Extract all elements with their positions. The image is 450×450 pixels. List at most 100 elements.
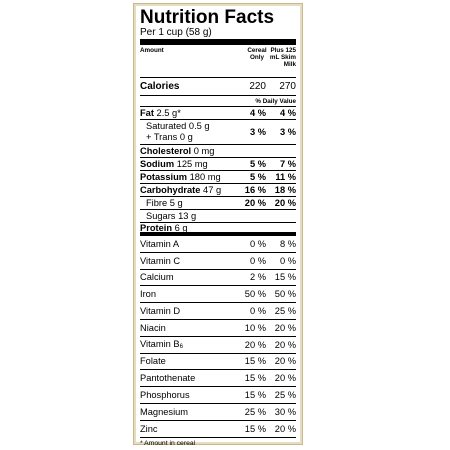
vitamin-row-zinc: Zinc 15 % 20 % — [140, 421, 296, 438]
nutrient-milk-dv: 4 % — [279, 108, 296, 118]
with-milk-header: Plus 125 mL Skim Milk — [269, 47, 296, 68]
cereal-only-header: Cereal Only — [247, 47, 267, 61]
vitamin-row-phosphorus: Phosphorus 15 % 25 % — [140, 387, 296, 404]
nutrient-name: Carbohydrate — [140, 185, 201, 195]
label-title: Nutrition Facts — [140, 7, 275, 28]
vitamin-cereal-dv: 50 % — [244, 289, 266, 300]
nutrient-amount: 0 mg — [193, 146, 215, 156]
vitamin-milk-dv: 0 % — [279, 255, 296, 266]
amount-header: Amount — [140, 47, 164, 54]
nutrient-amount: 5 g — [169, 198, 183, 208]
nutrient-amount: 47 g — [203, 185, 222, 195]
nutrient-cereal-dv: 5 % — [249, 159, 266, 169]
nutrient-milk-dv: 11 % — [275, 172, 296, 182]
vitamin-row-vitamin-d: Vitamin D 0 % 25 % — [140, 303, 296, 320]
vitamin-name: Niacin — [140, 322, 166, 333]
vitamin-name: Vitamin B — [140, 339, 180, 350]
vitamin-milk-dv: 20 % — [274, 339, 296, 350]
vitamin-name: Zinc — [140, 423, 158, 434]
serving-size: Per 1 cup (58 g) — [140, 27, 296, 45]
vitamin-name: Calcium — [140, 272, 174, 283]
nutrient-row-fat: Fat 2.5 g* 4 % 4 % — [140, 107, 296, 120]
vitamin-name: Vitamin C — [140, 255, 181, 266]
nutrient-name: Sugars — [146, 211, 176, 221]
vitamin-milk-dv: 30 % — [274, 406, 296, 417]
nutrient-milk-dv: 7 % — [279, 159, 296, 169]
nutrient-milk-dv: 3 % — [279, 127, 296, 137]
nutrient-row-protein: Protein 6 g — [140, 223, 296, 236]
vitamin-row-pantothenate: Pantothenate 15 % 20 % — [140, 370, 296, 388]
nutrition-facts-label: Nutrition Facts Per 1 cup (58 g) Amount … — [133, 3, 303, 447]
nutrient-milk-dv: 20 % — [274, 198, 296, 208]
nutrient-row-fibre: Fibre 5 g 20 % 20 % — [140, 197, 296, 210]
nutrient-cereal-dv: 16 % — [244, 185, 266, 195]
vitamin-milk-dv: 20 % — [274, 373, 296, 384]
vitamin-milk-dv: 15 % — [274, 272, 296, 283]
calories-label: Calories — [140, 81, 180, 92]
vitamin-subscript: 6 — [179, 344, 183, 351]
nutrient-row-potassium: Potassium 180 mg 5 % 11 % — [140, 171, 296, 184]
vitamin-name: Iron — [140, 289, 157, 300]
nutrient-name: Cholesterol — [140, 146, 192, 156]
vitamin-row-vitamin-b6: Vitamin B6 20 % 20 % — [140, 337, 296, 354]
nutrient-name: Saturated 0.5 g — [146, 121, 210, 131]
nutrient-row-cholesterol: Cholesterol 0 mg — [140, 145, 296, 158]
vitamin-cereal-dv: 15 % — [244, 390, 266, 401]
vitamin-cereal-dv: 0 % — [249, 238, 266, 249]
vitamin-row-iron: Iron 50 % 50 % — [140, 286, 296, 304]
vitamin-name: Folate — [140, 356, 166, 367]
vitamin-row-calcium: Calcium 2 % 15 % — [140, 270, 296, 287]
nutrient-cereal-dv: 3 % — [249, 127, 266, 137]
nutrient-name: Protein — [140, 222, 173, 233]
nutrient-cereal-dv: 5 % — [249, 172, 266, 182]
vitamin-cereal-dv: 15 % — [244, 423, 266, 434]
nutrient-milk-dv: 18 % — [274, 185, 296, 195]
nutrient-cereal-dv: 20 % — [244, 198, 266, 208]
vitamin-cereal-dv: 0 % — [249, 306, 266, 317]
vitamin-row-vitamin-a: Vitamin A 0 % 8 % — [140, 236, 296, 253]
footnote: * Amount in cereal — [140, 439, 196, 447]
nutrient-cereal-dv: 4 % — [249, 108, 266, 118]
nutrient-row-sodium: Sodium 125 mg 5 % 7 % — [140, 158, 296, 171]
vitamin-milk-dv: 20 % — [274, 356, 296, 367]
nutrient-name-2: + Trans 0 g — [146, 132, 193, 142]
vitamin-name: Magnesium — [140, 406, 189, 417]
vitamin-cereal-dv: 25 % — [244, 406, 266, 417]
column-header: Amount Cereal Only Plus 125 mL Skim Milk — [140, 45, 296, 78]
vitamin-milk-dv: 8 % — [279, 238, 296, 249]
nutrient-amount: 6 g — [174, 222, 188, 233]
vitamin-row-niacin: Niacin 10 % 20 % — [140, 320, 296, 337]
vitamin-milk-dv: 25 % — [274, 390, 296, 401]
vitamin-row-magnesium: Magnesium 25 % 30 % — [140, 404, 296, 421]
vitamin-cereal-dv: 2 % — [249, 272, 266, 283]
vitamin-milk-dv: 20 % — [274, 322, 296, 333]
vitamin-milk-dv: 20 % — [274, 423, 296, 434]
nutrient-row-sugars: Sugars 13 g — [140, 210, 296, 223]
nutrient-name: Fat — [140, 108, 154, 118]
nutrient-row-saturated-trans: Saturated 0.5 g + Trans 0 g 3 % 3 % — [140, 120, 296, 145]
vitamin-name: Phosphorus — [140, 390, 190, 401]
vitamin-milk-dv: 50 % — [274, 289, 296, 300]
nutrient-amount: 13 g — [178, 211, 197, 221]
calories-cereal: 220 — [249, 81, 266, 92]
vitamin-name: Vitamin A — [140, 238, 180, 249]
vitamin-name: Vitamin D — [140, 306, 181, 317]
nutrient-amount: 2.5 g* — [156, 108, 181, 118]
daily-value-header: % Daily Value — [140, 96, 296, 107]
calories-milk: 270 — [279, 81, 296, 92]
vitamin-row-folate: Folate 15 % 20 % — [140, 354, 296, 371]
vitamin-row-vitamin-c: Vitamin C 0 % 0 % — [140, 253, 296, 270]
nutrient-name: Potassium — [140, 172, 188, 182]
vitamin-cereal-dv: 0 % — [249, 255, 266, 266]
vitamin-name: Pantothenate — [140, 373, 196, 384]
nutrient-row-carbohydrate: Carbohydrate 47 g 16 % 18 % — [140, 184, 296, 197]
vitamin-cereal-dv: 15 % — [244, 373, 266, 384]
vitamin-cereal-dv: 10 % — [244, 322, 266, 333]
nutrient-amount: 180 mg — [189, 172, 221, 182]
calories-row: Calories 220 270 — [140, 78, 296, 96]
nutrient-amount: 125 mg — [176, 159, 208, 169]
vitamin-cereal-dv: 15 % — [244, 356, 266, 367]
vitamin-milk-dv: 25 % — [274, 306, 296, 317]
nutrient-name: Sodium — [140, 159, 175, 169]
vitamin-cereal-dv: 20 % — [244, 339, 266, 350]
